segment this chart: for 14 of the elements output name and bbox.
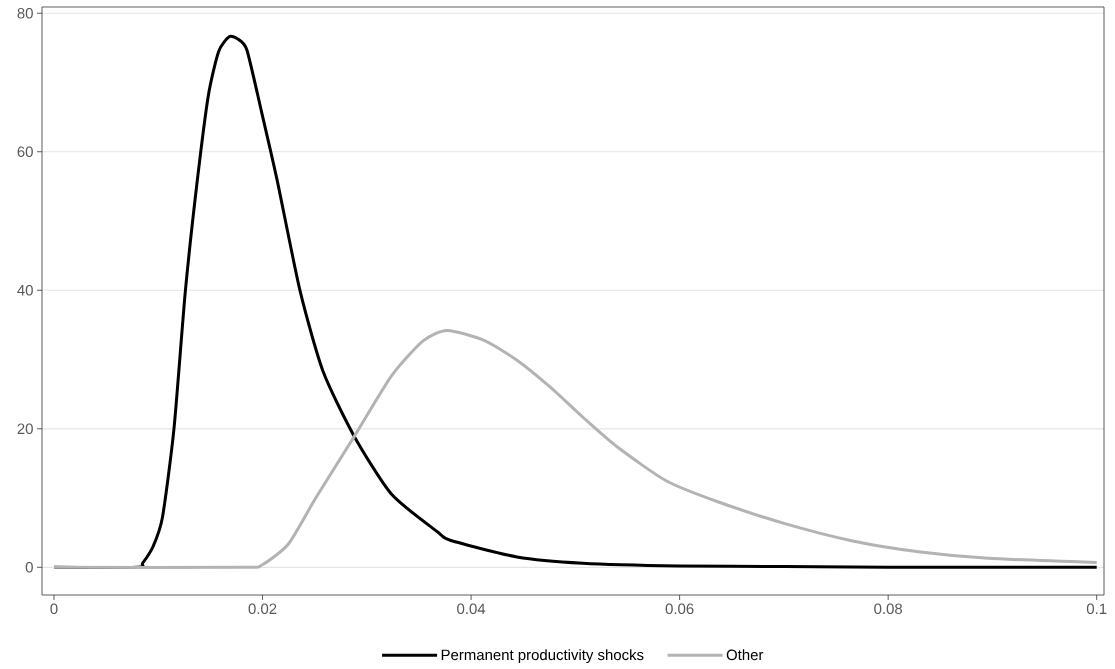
y-tick-label: 20: [17, 423, 33, 435]
x-tick-label: 0.04: [457, 603, 486, 615]
y-tick-label: 60: [17, 146, 33, 158]
legend-label: Other: [726, 649, 764, 661]
y-tick-label: 40: [17, 284, 33, 296]
x-tick-label: 0.02: [248, 603, 277, 615]
y-tick-label: 0: [25, 562, 33, 573]
x-tick-label: 0.1: [1086, 603, 1107, 615]
legend-label: Permanent productivity shocks: [441, 649, 644, 664]
y-tick-label: 80: [17, 7, 33, 19]
x-tick-label: 0.08: [874, 603, 903, 615]
x-tick-label: 0: [50, 603, 58, 615]
line-series: [52, 328, 1099, 569]
x-tick-label: 0.06: [665, 603, 694, 615]
